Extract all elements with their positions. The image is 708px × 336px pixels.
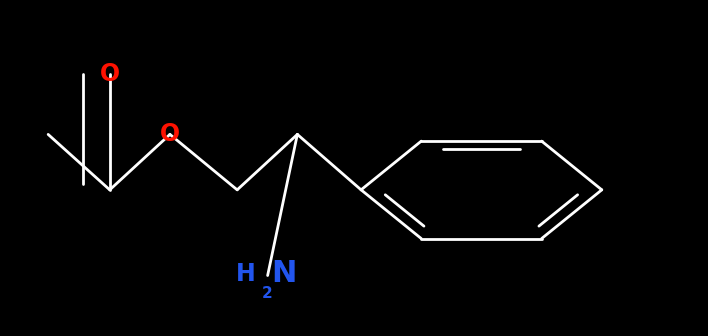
- Text: H: H: [236, 262, 256, 286]
- Text: 2: 2: [262, 287, 273, 301]
- Text: O: O: [100, 62, 120, 86]
- Text: O: O: [160, 122, 180, 146]
- Text: N: N: [271, 259, 297, 288]
